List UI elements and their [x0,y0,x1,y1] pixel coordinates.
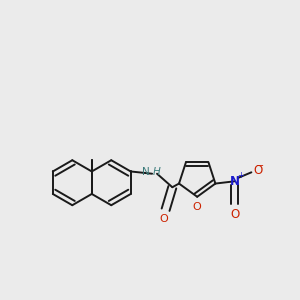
Text: H: H [153,167,161,177]
Text: O: O [254,164,263,177]
Text: +: + [238,171,244,180]
Text: N: N [230,175,239,188]
Text: −: − [256,161,264,171]
Text: O: O [193,202,202,212]
Text: N: N [142,167,150,177]
Text: O: O [159,214,168,224]
Text: O: O [230,208,239,221]
